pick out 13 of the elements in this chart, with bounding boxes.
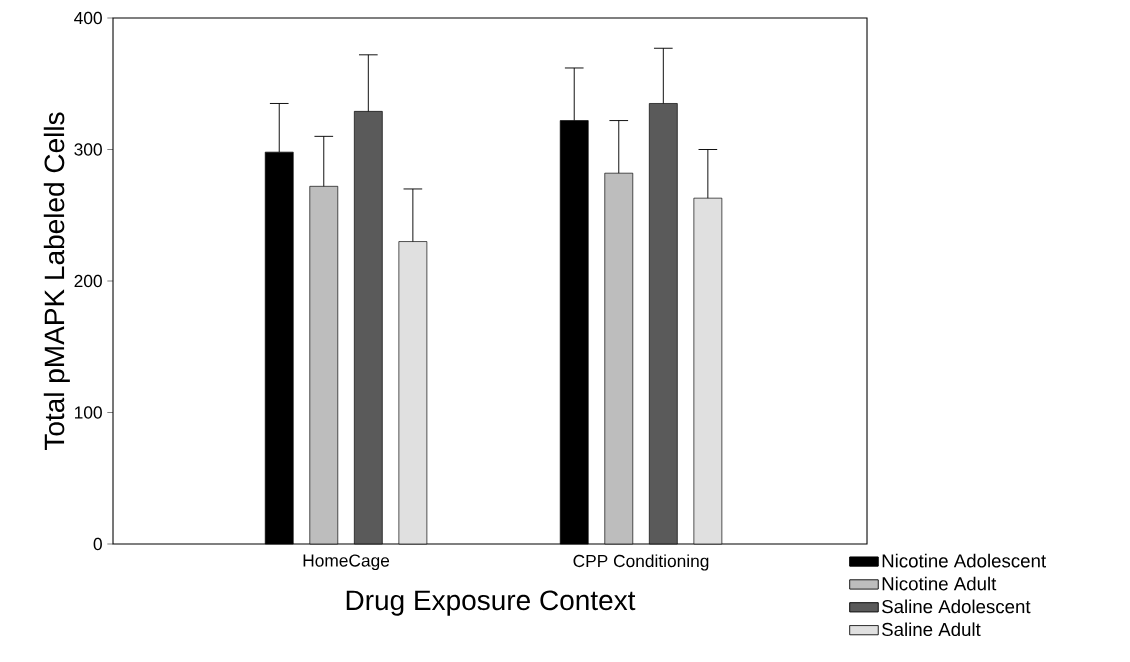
x-tick-label: HomeCage [303,554,390,571]
x-tick-label: CPP Conditioning [573,554,709,571]
y-tick-label: 200 [74,274,102,288]
x-axis-title: Drug Exposure Context [346,590,636,616]
legend-label: Saline Adolescent [882,599,1031,614]
y-tick-label: 300 [74,143,102,156]
y-tick-label: 0 [93,537,102,551]
legend-label: Nicotine Adult [882,576,997,591]
legend-label: Nicotine Adolescent [882,553,1046,568]
y-tick-label: 100 [75,406,102,419]
y-tick-label: 400 [74,11,102,25]
y-axis-title: Total pMAPK Labeled Cells [43,112,70,451]
legend-label: Saline Adult [882,622,981,637]
